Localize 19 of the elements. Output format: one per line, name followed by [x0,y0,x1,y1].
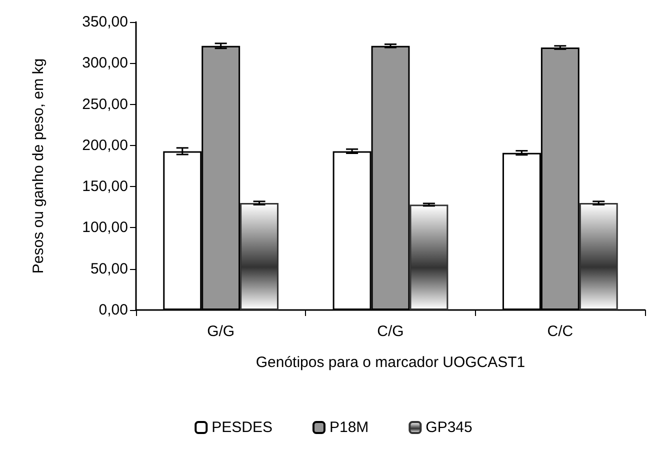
y-tick-label: 0,00 [98,302,128,318]
y-tick-label: 50,00 [90,260,128,278]
bar [240,203,279,310]
y-tick-label: 100,00 [82,219,128,236]
y-tick-label: 150,00 [82,178,128,196]
legend-label: P18M [329,419,369,436]
y-tick-label: 200,00 [82,136,128,154]
x-tick-label: C/C [547,323,574,340]
legend-label: PESDES [212,419,272,436]
x-tick-label: G/G [207,323,235,340]
y-axis-title: Pesos ou ganho de peso, em kg [30,58,47,274]
x-tick-label: C/G [377,323,404,340]
bar [579,203,618,310]
y-tick-label: 250,00 [82,96,128,113]
legend-label: GP345 [426,419,472,436]
y-tick-label: 350,00 [82,14,128,30]
y-tick-label: 300,00 [82,54,128,72]
x-axis-title: Genótipos para o marcador UOGCAST1 [256,354,526,371]
bar [410,204,448,310]
